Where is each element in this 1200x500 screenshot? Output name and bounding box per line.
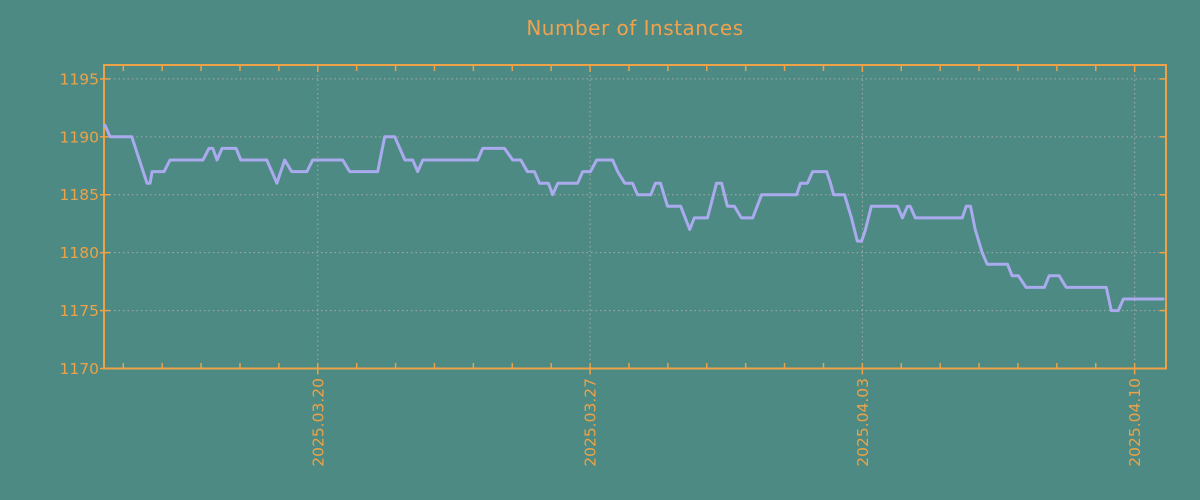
chart-title: Number of Instances xyxy=(526,16,744,40)
y-axis-labels: 1170 1175 1180 1185 1190 1195 xyxy=(60,70,99,378)
y-tick-label: 1195 xyxy=(60,70,99,88)
gridlines xyxy=(105,66,1165,368)
x-tick-label: 2025.03.20 xyxy=(309,378,327,467)
axis-frame xyxy=(103,64,1167,370)
y-tick-label: 1190 xyxy=(60,128,99,146)
y-tick-label: 1170 xyxy=(60,360,99,378)
x-axis-labels: 2025.03.20 2025.03.27 2025.04.03 2025.04.10 xyxy=(309,378,1144,467)
x-tick-label: 2025.04.03 xyxy=(854,378,872,467)
y-tick-label: 1180 xyxy=(60,244,99,262)
instances-line xyxy=(103,123,1165,313)
x-tick-label: 2025.03.27 xyxy=(582,378,600,467)
y-tick-label: 1185 xyxy=(60,186,99,204)
tick-marks xyxy=(100,66,1167,375)
y-tick-label: 1175 xyxy=(60,302,99,320)
x-tick-label: 2025.04.10 xyxy=(1126,378,1144,467)
